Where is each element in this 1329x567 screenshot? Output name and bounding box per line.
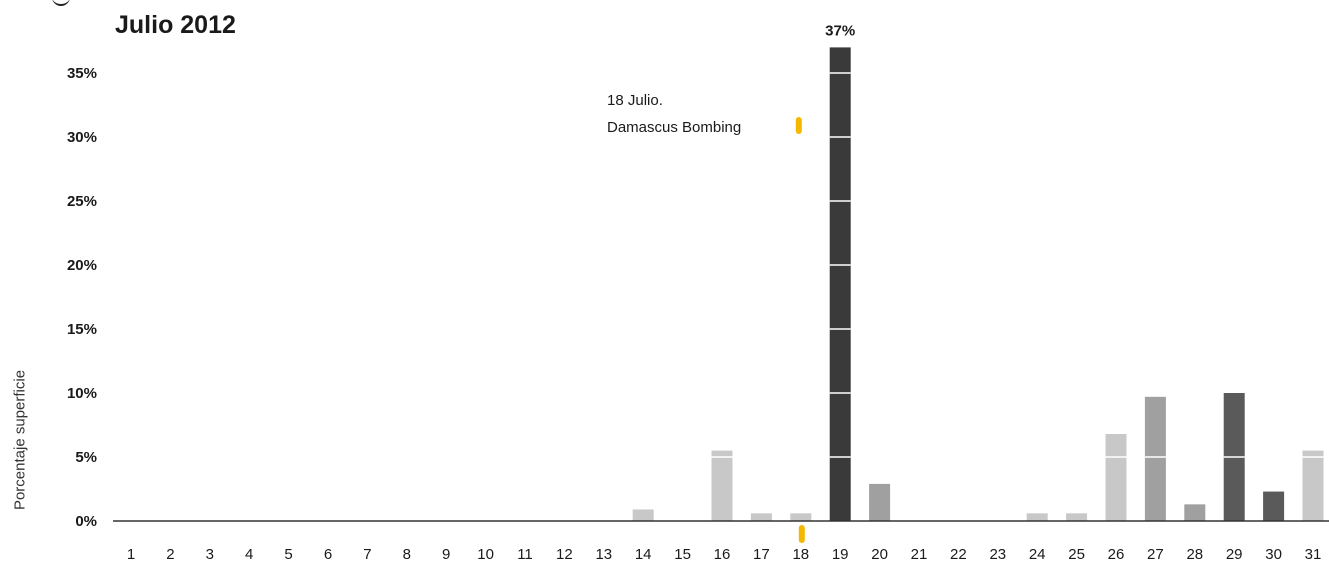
bar-28: [1184, 504, 1206, 521]
x-tick-label: 26: [1108, 546, 1125, 563]
bar-18: [790, 513, 812, 521]
bar-25: [1066, 513, 1088, 521]
y-tick-label: 5%: [75, 449, 97, 466]
bar-17: [750, 513, 772, 521]
bar-14: [632, 509, 654, 521]
bar-24: [1026, 513, 1048, 521]
x-tick-label: 17: [753, 546, 770, 563]
bar-26: [1105, 433, 1127, 521]
bar-16: [711, 450, 733, 521]
x-tick-label: 21: [911, 546, 928, 563]
x-tick-label: 15: [674, 546, 691, 563]
x-tick-label: 10: [477, 546, 494, 563]
x-tick-label: 19: [832, 546, 849, 563]
x-tick-label: 12: [556, 546, 573, 563]
peak-value-label: 37%: [825, 22, 855, 39]
y-tick-label: 10%: [67, 385, 97, 402]
x-tick-label: 1: [127, 546, 135, 563]
x-tick-label: 4: [245, 546, 253, 563]
x-tick-label: 14: [635, 546, 652, 563]
x-tick-label: 27: [1147, 546, 1164, 563]
y-tick-label: 20%: [67, 257, 97, 274]
y-tick-label: 0%: [75, 513, 97, 530]
annotation-line-2: Damascus Bombing: [607, 119, 741, 136]
bar-30: [1263, 491, 1285, 521]
x-tick-label: 22: [950, 546, 967, 563]
y-tick-label: 25%: [67, 193, 97, 210]
y-tick-label: 35%: [67, 65, 97, 82]
x-tick-label: 20: [871, 546, 888, 563]
x-tick-label: 9: [442, 546, 450, 563]
x-tick-label: 23: [989, 546, 1006, 563]
y-tick-label: 30%: [67, 129, 97, 146]
chart-title: Julio 2012: [115, 11, 236, 39]
x-tick-label: 13: [595, 546, 612, 563]
x-tick-label: 5: [284, 546, 292, 563]
x-tick-label: 3: [206, 546, 214, 563]
x-tick-label: 8: [403, 546, 411, 563]
x-tick-label: 30: [1265, 546, 1282, 563]
x-tick-label: 6: [324, 546, 332, 563]
bar-27: [1144, 396, 1166, 521]
x-tick-label: 16: [714, 546, 731, 563]
x-tick-label: 2: [166, 546, 174, 563]
corner-mark: [52, 0, 70, 6]
x-tick-label: 24: [1029, 546, 1046, 563]
x-tick-label: 29: [1226, 546, 1243, 563]
y-tick-label: 15%: [67, 321, 97, 338]
bar-20: [869, 483, 891, 521]
bar-19: [829, 47, 851, 522]
x-tick-label: 18: [792, 546, 809, 563]
annotation-line-1: 18 Julio.: [607, 92, 663, 109]
annotation-marker-axis: [798, 525, 805, 543]
x-tick-label: 31: [1305, 546, 1322, 563]
annotation-marker-top: [795, 117, 802, 134]
x-tick-label: 7: [363, 546, 371, 563]
x-tick-label: 11: [517, 546, 533, 563]
x-tick-label: 28: [1186, 546, 1203, 563]
bar-31: [1302, 450, 1324, 521]
x-tick-label: 25: [1068, 546, 1085, 563]
